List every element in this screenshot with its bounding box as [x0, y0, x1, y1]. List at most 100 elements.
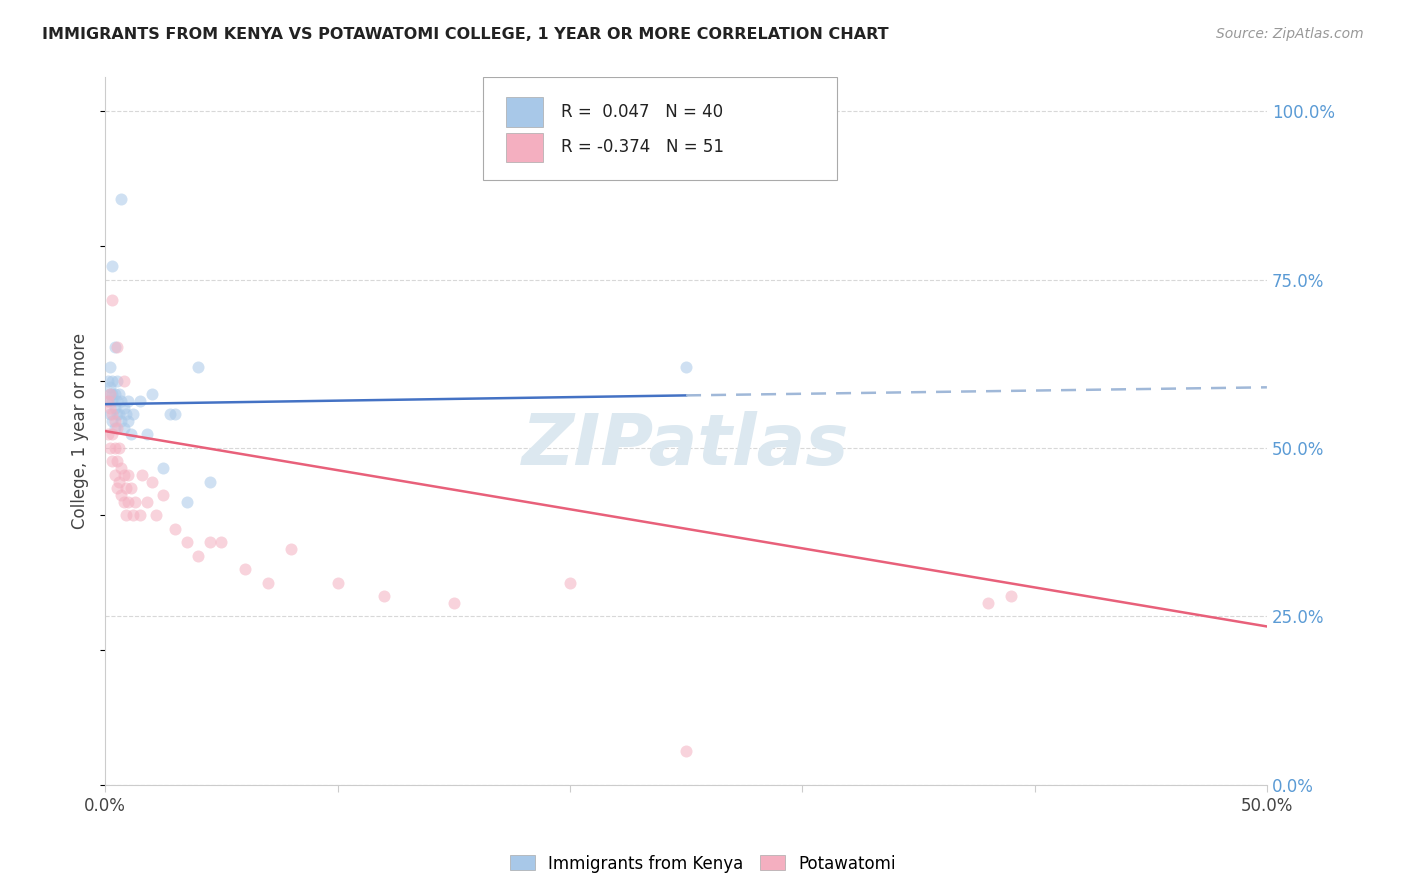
Y-axis label: College, 1 year or more: College, 1 year or more: [72, 333, 89, 529]
Point: [209, 535, 232, 549]
Point: [112, 421, 135, 435]
Point: [105, 407, 128, 421]
Point: [129, 508, 152, 523]
Text: Source: ZipAtlas.com: Source: ZipAtlas.com: [1216, 27, 1364, 41]
Point: [141, 475, 163, 489]
Point: [163, 522, 186, 536]
Point: [101, 454, 124, 468]
Text: ZIPatlas: ZIPatlas: [523, 410, 849, 480]
Point: [373, 589, 395, 603]
Point: [115, 508, 138, 523]
Point: [136, 495, 159, 509]
Point: [101, 387, 124, 401]
Point: [117, 467, 139, 482]
Point: [101, 374, 124, 388]
Point: [117, 414, 139, 428]
Point: [152, 461, 174, 475]
Point: [120, 427, 142, 442]
Point: [101, 393, 124, 408]
Point: [105, 421, 128, 435]
Point: [112, 495, 135, 509]
Point: [176, 535, 198, 549]
Point: [101, 427, 124, 442]
Point: [108, 387, 131, 401]
Point: [159, 407, 181, 421]
Point: [129, 393, 152, 408]
Point: [101, 293, 124, 307]
Point: [675, 744, 697, 758]
Point: [112, 374, 135, 388]
Point: [141, 387, 163, 401]
Point: [103, 340, 125, 354]
Point: [98, 380, 121, 394]
Point: [110, 414, 132, 428]
Point: [122, 508, 145, 523]
Point: [105, 481, 128, 495]
Point: [110, 393, 132, 408]
Point: [101, 414, 124, 428]
Text: R =  0.047   N = 40: R = 0.047 N = 40: [561, 103, 723, 121]
Point: [96, 427, 118, 442]
Point: [98, 387, 121, 401]
Point: [443, 596, 465, 610]
Point: [1000, 589, 1022, 603]
FancyBboxPatch shape: [482, 78, 837, 180]
Point: [131, 467, 153, 482]
Point: [124, 495, 146, 509]
Point: [108, 475, 131, 489]
Point: [96, 374, 118, 388]
Point: [675, 360, 697, 375]
Point: [103, 421, 125, 435]
Point: [105, 340, 128, 354]
Point: [96, 393, 118, 408]
Point: [110, 192, 132, 206]
Point: [122, 407, 145, 421]
Point: [105, 374, 128, 388]
Point: [101, 259, 124, 273]
Legend: Immigrants from Kenya, Potawatomi: Immigrants from Kenya, Potawatomi: [503, 848, 903, 880]
Point: [110, 461, 132, 475]
Point: [198, 475, 221, 489]
Point: [108, 407, 131, 421]
Point: [326, 575, 349, 590]
Point: [110, 488, 132, 502]
Point: [103, 441, 125, 455]
Point: [115, 407, 138, 421]
Point: [105, 393, 128, 408]
Point: [98, 360, 121, 375]
Point: [115, 481, 138, 495]
Point: [163, 407, 186, 421]
Point: [101, 407, 124, 421]
Point: [117, 495, 139, 509]
Point: [198, 535, 221, 549]
Point: [112, 401, 135, 415]
Point: [112, 467, 135, 482]
Point: [977, 596, 1000, 610]
Point: [117, 393, 139, 408]
Point: [108, 441, 131, 455]
Point: [187, 549, 209, 563]
Point: [152, 488, 174, 502]
Point: [103, 387, 125, 401]
Point: [103, 467, 125, 482]
Point: [176, 495, 198, 509]
Point: [187, 360, 209, 375]
Point: [96, 393, 118, 408]
Point: [136, 427, 159, 442]
FancyBboxPatch shape: [506, 97, 543, 127]
Point: [257, 575, 280, 590]
Text: IMMIGRANTS FROM KENYA VS POTAWATOMI COLLEGE, 1 YEAR OR MORE CORRELATION CHART: IMMIGRANTS FROM KENYA VS POTAWATOMI COLL…: [42, 27, 889, 42]
Point: [105, 454, 128, 468]
Point: [145, 508, 167, 523]
Point: [103, 401, 125, 415]
Point: [280, 541, 302, 556]
FancyBboxPatch shape: [506, 133, 543, 162]
Point: [103, 414, 125, 428]
Point: [233, 562, 256, 576]
Point: [98, 441, 121, 455]
Point: [120, 481, 142, 495]
Point: [558, 575, 581, 590]
Point: [98, 387, 121, 401]
Point: [98, 407, 121, 421]
Point: [98, 401, 121, 415]
